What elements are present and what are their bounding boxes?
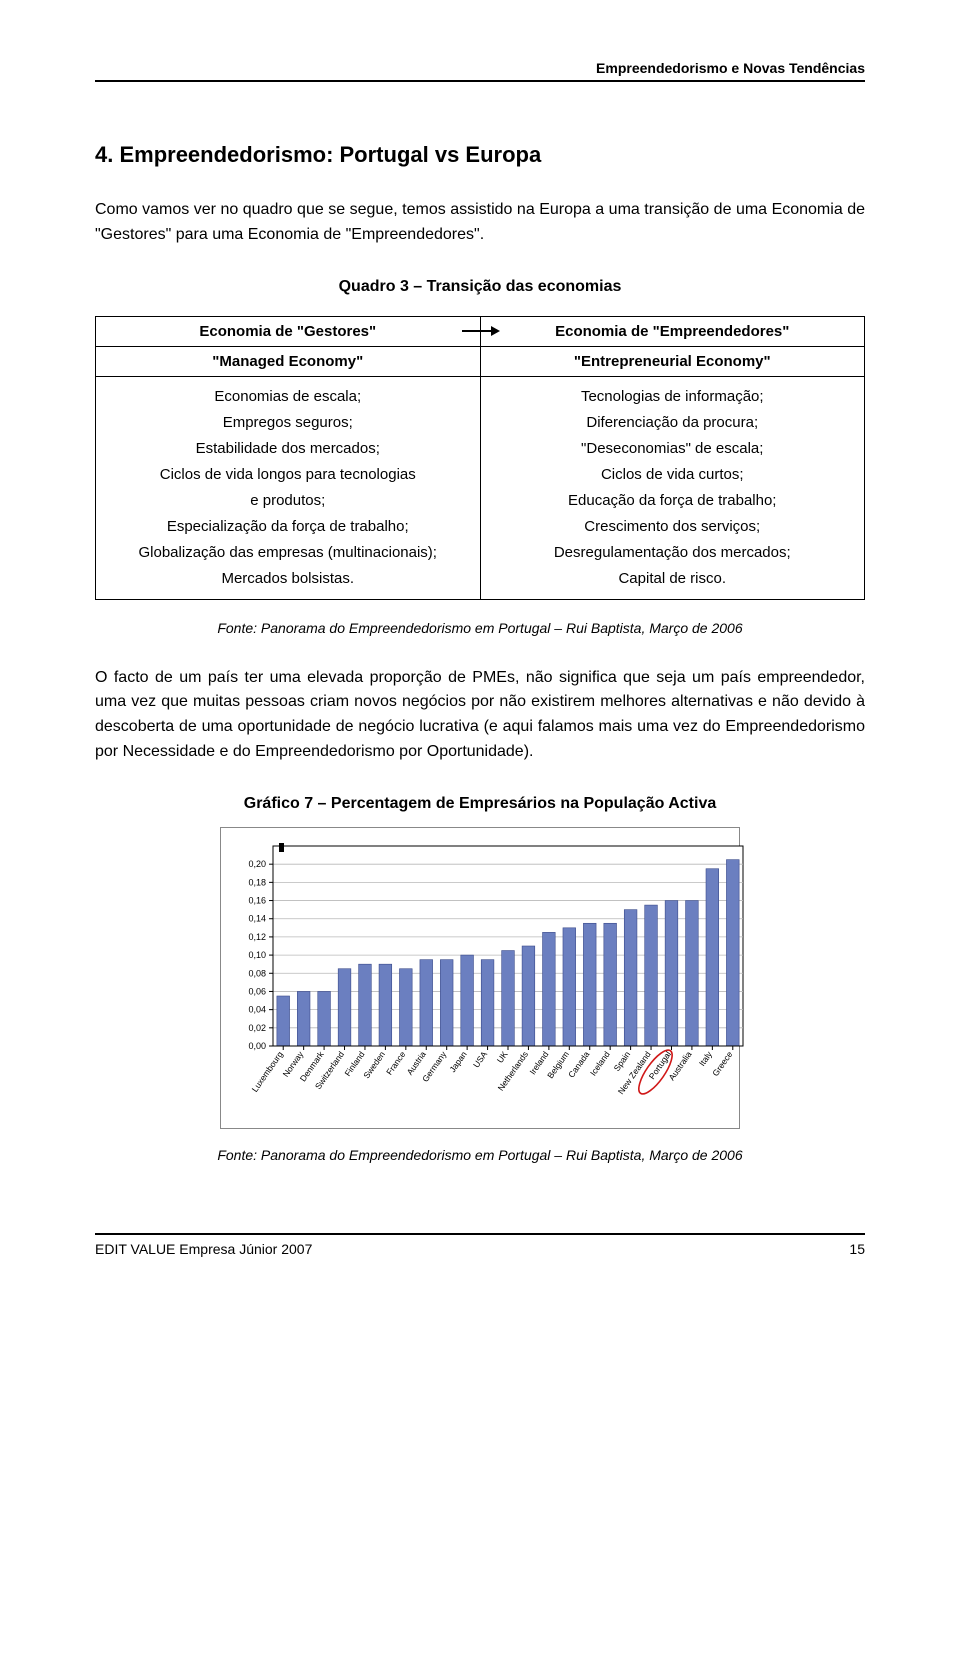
footer-left: EDIT VALUE Empresa Júnior 2007 (95, 1241, 312, 1257)
table-caption: Quadro 3 – Transição das economias (95, 278, 865, 296)
running-head: Empreendedorismo e Novas Tendências (95, 60, 865, 82)
svg-text:0,00: 0,00 (248, 1041, 266, 1051)
table-header-right: Economia de "Empreendedores" (480, 316, 865, 346)
transition-table: Economia de "Gestores" Economia de "Empr… (95, 316, 865, 600)
entrepreneurs-chart: 0,00 0,02 0,04 0,06 0,08 0,10 0,12 0,14 0,16 0,18… (220, 827, 740, 1129)
table-item: Educação da força de trabalho; (491, 489, 855, 513)
arrow-icon (462, 330, 498, 332)
table-item: Especialização da força de trabalho; (106, 515, 470, 539)
table-subheader-left: "Managed Economy" (96, 346, 481, 376)
table-item: Desregulamentação dos mercados; (491, 541, 855, 565)
chart-caption: Gráfico 7 – Percentagem de Empresários n… (95, 795, 865, 813)
svg-text:Luxembourg: Luxembourg (250, 1049, 285, 1094)
table-item: Diferenciação da procura; (491, 411, 855, 435)
svg-text:0,12: 0,12 (248, 932, 266, 942)
table-item: Tecnologias de informação; (491, 385, 855, 409)
svg-text:Iceland: Iceland (588, 1049, 612, 1077)
table-item: e produtos; (106, 489, 470, 513)
table-item: Globalização das empresas (multinacionai… (106, 541, 470, 565)
svg-text:0,16: 0,16 (248, 895, 266, 905)
table-header-left: Economia de "Gestores" (96, 316, 481, 346)
footer-page-number: 15 (849, 1241, 865, 1257)
svg-text:UK: UK (495, 1049, 510, 1065)
svg-text:0,14: 0,14 (248, 914, 266, 924)
table-left-cell: Economias de escala;Empregos seguros;Est… (96, 376, 481, 599)
table-item: Empregos seguros; (106, 411, 470, 435)
chart-source: Fonte: Panorama do Empreendedorismo em P… (95, 1147, 865, 1163)
table-right-cell: Tecnologias de informação;Diferenciação … (480, 376, 865, 599)
svg-text:0,10: 0,10 (248, 950, 266, 960)
table-source: Fonte: Panorama do Empreendedorismo em P… (95, 620, 865, 636)
table-item: "Deseconomias" de escala; (491, 437, 855, 461)
svg-text:France: France (384, 1049, 408, 1077)
svg-text:Greece: Greece (710, 1049, 734, 1078)
svg-text:0,04: 0,04 (248, 1004, 266, 1014)
table-item: Economias de escala; (106, 385, 470, 409)
mid-paragraph: O facto de um país ter uma elevada propo… (95, 666, 865, 765)
svg-text:Sweden: Sweden (361, 1049, 387, 1080)
svg-text:0,08: 0,08 (248, 968, 266, 978)
table-item: Mercados bolsistas. (106, 567, 470, 591)
svg-text:0,18: 0,18 (248, 877, 266, 887)
svg-text:USA: USA (471, 1049, 489, 1069)
table-subheader-right: "Entrepreneurial Economy" (480, 346, 865, 376)
svg-text:Italy: Italy (697, 1049, 715, 1068)
svg-text:0,06: 0,06 (248, 986, 266, 996)
svg-text:Canada: Canada (566, 1049, 591, 1079)
svg-text:Japan: Japan (447, 1049, 469, 1074)
table-item: Ciclos de vida longos para tecnologias (106, 463, 470, 487)
svg-text:Spain: Spain (612, 1049, 633, 1073)
svg-text:0,20: 0,20 (248, 859, 266, 869)
section-title: 4. Empreendedorismo: Portugal vs Europa (95, 142, 865, 168)
table-item: Capital de risco. (491, 567, 855, 591)
svg-text:0,02: 0,02 (248, 1023, 266, 1033)
table-item: Ciclos de vida curtos; (491, 463, 855, 487)
table-item: Estabilidade dos mercados; (106, 437, 470, 461)
intro-paragraph: Como vamos ver no quadro que se segue, t… (95, 198, 865, 248)
table-header-left-label: Economia de "Gestores" (199, 323, 376, 340)
table-item: Crescimento dos serviços; (491, 515, 855, 539)
page-footer: EDIT VALUE Empresa Júnior 2007 15 (95, 1233, 865, 1257)
